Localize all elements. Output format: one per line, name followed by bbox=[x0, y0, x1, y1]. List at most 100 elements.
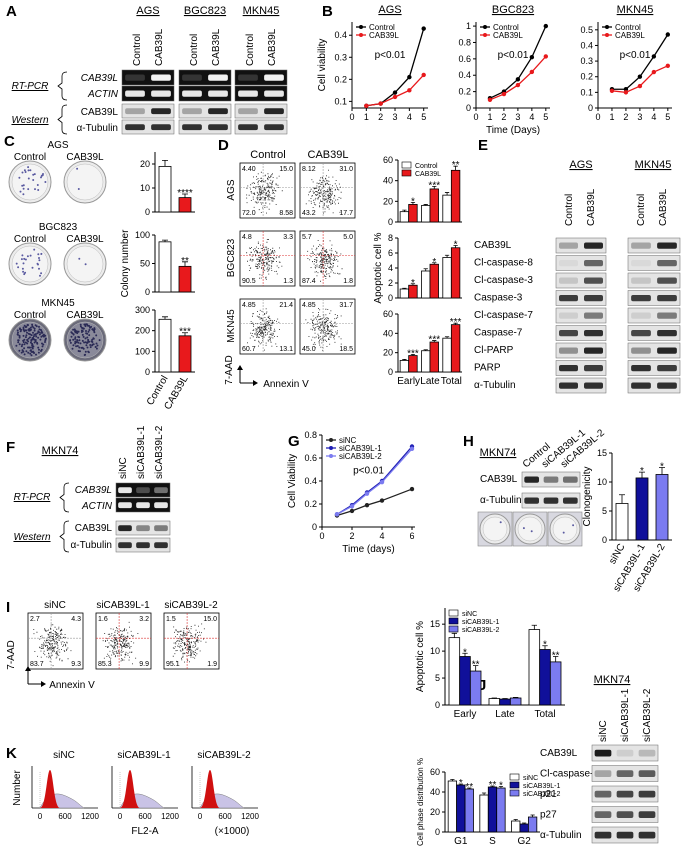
x-tick-label: 0 bbox=[349, 112, 354, 122]
protein-label: PARP bbox=[474, 363, 501, 374]
sample-label: siNC bbox=[53, 750, 75, 761]
blot bbox=[591, 744, 659, 762]
cell-dots bbox=[247, 308, 280, 351]
significance-label: *** bbox=[428, 180, 440, 191]
blot-band bbox=[616, 811, 634, 819]
blot-band bbox=[151, 124, 171, 131]
cell-dots bbox=[102, 621, 139, 665]
legend-swatch bbox=[448, 617, 459, 625]
bar bbox=[158, 241, 172, 293]
y-tick-label: 20 bbox=[383, 196, 393, 206]
y-tick-label: 8 bbox=[388, 233, 393, 243]
blot-band bbox=[631, 312, 651, 319]
lane-label: Control bbox=[636, 194, 647, 226]
data-point bbox=[392, 90, 398, 95]
x-tick-label: Early bbox=[454, 709, 477, 720]
bar bbox=[429, 188, 439, 223]
data-point bbox=[665, 63, 671, 68]
quadrant-value: 3.2 bbox=[139, 616, 149, 623]
blot bbox=[121, 103, 175, 119]
chart-title: AGS bbox=[378, 4, 401, 16]
y-tick-label: 0.4 bbox=[580, 40, 593, 50]
data-point bbox=[515, 77, 521, 82]
data-point bbox=[407, 74, 412, 80]
gene-label: ACTIN bbox=[81, 501, 113, 512]
error-bar bbox=[162, 239, 168, 242]
data-point bbox=[378, 101, 383, 106]
flow-plot bbox=[27, 612, 84, 670]
blot-band bbox=[238, 90, 258, 97]
bracket bbox=[59, 482, 70, 513]
y-tick-label: 6 bbox=[388, 248, 393, 258]
blot-band bbox=[631, 260, 651, 267]
y-tick-label: 0.1 bbox=[580, 87, 593, 97]
y-tick-label: 60 bbox=[430, 767, 440, 777]
chart-title: BGC823 bbox=[492, 4, 534, 16]
x-tick-label: siNC bbox=[607, 542, 627, 566]
quadrant-value: 5.0 bbox=[343, 234, 353, 241]
dish-inner bbox=[66, 163, 104, 201]
hist-tick-label: 600 bbox=[218, 812, 232, 821]
hist-y-axis-label: Number bbox=[12, 770, 23, 806]
bar bbox=[527, 816, 538, 833]
error-bar bbox=[162, 316, 168, 320]
x-tick-label: 5 bbox=[665, 112, 670, 122]
blot-band bbox=[562, 476, 578, 483]
flow-plot bbox=[239, 298, 296, 355]
quadrant-value: 1.9 bbox=[207, 661, 217, 668]
legend-swatch bbox=[509, 789, 520, 797]
panel-label: J bbox=[478, 677, 486, 694]
data-point bbox=[623, 90, 629, 95]
blot bbox=[627, 377, 681, 394]
significance-label: *** bbox=[450, 317, 462, 328]
series-line bbox=[366, 74, 425, 107]
blot-band bbox=[584, 277, 603, 284]
legend-label: siCAB39L-2 bbox=[339, 452, 382, 461]
legend-label: Control bbox=[493, 23, 519, 32]
blot-band bbox=[208, 108, 228, 115]
significance-label: * bbox=[411, 196, 415, 207]
y-tick-label: 10 bbox=[597, 477, 607, 487]
data-point bbox=[637, 83, 643, 89]
x-tick-label: Total bbox=[441, 376, 462, 387]
legend-label: CAB39L bbox=[493, 31, 523, 40]
blot bbox=[115, 520, 171, 536]
legend-marker bbox=[329, 446, 333, 450]
error-bar bbox=[553, 656, 559, 662]
series-line bbox=[336, 488, 413, 517]
data-point bbox=[364, 502, 370, 508]
y-tick-label: 4 bbox=[388, 263, 393, 273]
significance-label: ** bbox=[452, 160, 460, 171]
quadrant-value: 4.85 bbox=[302, 302, 316, 309]
blot-band bbox=[616, 749, 634, 757]
quadrant-value: 72.0 bbox=[242, 210, 256, 217]
blot-band bbox=[631, 382, 651, 389]
protein-label: α-Tubulin bbox=[540, 830, 582, 841]
colonies bbox=[499, 521, 502, 524]
y-tick-label: 0.6 bbox=[458, 54, 471, 64]
blot-band bbox=[559, 312, 578, 319]
significance-label: * bbox=[459, 778, 463, 789]
x-tick-label: 6 bbox=[409, 531, 414, 541]
blot-band bbox=[584, 295, 603, 302]
x-tick-label: G1 bbox=[454, 836, 468, 847]
blot-band bbox=[594, 770, 612, 778]
data-point bbox=[637, 74, 643, 79]
blot-band bbox=[657, 277, 677, 284]
legend-label: CAB39L bbox=[369, 31, 399, 40]
sample-label: siCAB39L-1 bbox=[96, 600, 150, 611]
y-tick-label: 0 bbox=[388, 217, 393, 227]
blot bbox=[178, 119, 232, 135]
error-bar bbox=[432, 185, 437, 189]
data-point bbox=[529, 55, 535, 60]
blot bbox=[627, 290, 681, 306]
cell-line-header: AGS bbox=[47, 140, 68, 151]
data-point bbox=[543, 54, 549, 59]
legend-marker bbox=[483, 33, 487, 37]
dish-label: Control bbox=[14, 234, 46, 245]
bar bbox=[479, 794, 489, 833]
legend-label: siCAB39L-1 bbox=[339, 444, 382, 453]
blot bbox=[555, 360, 607, 376]
quadrant-value: 4.3 bbox=[71, 616, 81, 623]
method-label: Western bbox=[13, 532, 50, 543]
